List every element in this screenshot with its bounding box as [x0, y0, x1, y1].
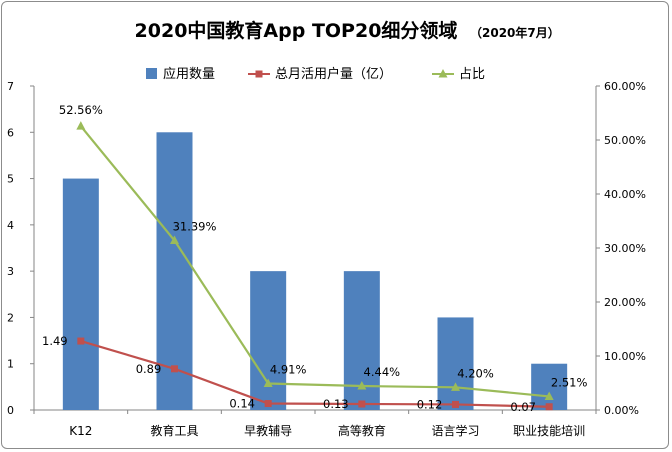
- square-marker: [171, 365, 178, 373]
- line-series: [76, 121, 554, 411]
- y-tick-label-left: 2: [7, 311, 14, 324]
- legend-label-pct: 占比: [459, 67, 485, 82]
- triangle-marker: [357, 381, 367, 390]
- y-tick-label-left: 4: [7, 219, 14, 232]
- bar: [437, 317, 474, 410]
- x-tick-label: 职业技能培训: [513, 423, 585, 438]
- square-marker: [452, 400, 459, 408]
- y-tick-label-right: 20.00%: [604, 296, 646, 309]
- y-tick-label-right: 40.00%: [604, 188, 646, 201]
- x-tick-label: 早教辅导: [244, 423, 292, 438]
- chart-title: 2020中国教育App TOP20细分领域: [135, 19, 458, 42]
- series-line: [79, 125, 550, 398]
- data-label: 1.49: [42, 334, 68, 348]
- legend-marker-pct: [438, 69, 448, 78]
- y-tick-label-right: 50.00%: [604, 134, 646, 147]
- axes: 0 1 2 3 4 5 6 7 0.00% 10.00% 20.00% 30.00% 40.00% 50.…: [7, 80, 646, 438]
- bar: [62, 178, 99, 410]
- data-label: 0.14: [229, 397, 255, 411]
- x-tick-label: 语言学习: [431, 423, 479, 438]
- data-label: 0.13: [323, 397, 349, 411]
- y-tick-label-left: 1: [7, 358, 14, 371]
- data-label: 4.91%: [270, 362, 307, 376]
- y-tick-label-left: 3: [7, 265, 14, 278]
- data-label: 52.56%: [59, 103, 103, 117]
- series-line: [80, 339, 550, 408]
- triangle-marker: [76, 121, 86, 130]
- x-tick-label: 高等教育: [338, 423, 386, 438]
- x-tick-label: K12: [69, 424, 92, 438]
- y-tick-label-right: 10.00%: [604, 350, 646, 363]
- y-tick-label-left: 0: [7, 404, 14, 417]
- legend: 应用数量 总月活用户量（亿） 占比: [146, 66, 485, 82]
- triangle-marker: [451, 382, 460, 391]
- x-tick-label: 教育工具: [150, 423, 198, 438]
- y-tick-label-left: 7: [7, 80, 14, 93]
- legend-marker-mau: [255, 70, 263, 78]
- square-marker: [545, 403, 553, 411]
- legend-label-bar: 应用数量: [163, 66, 215, 82]
- data-label: 0.07: [510, 400, 536, 414]
- y-tick-label-right: 30.00%: [604, 242, 646, 255]
- bar-series: [62, 132, 568, 411]
- legend-label-mau: 总月活用户量（亿）: [275, 66, 392, 82]
- y-tick-label-right: 0.00%: [604, 404, 639, 417]
- y-tick-label-left: 6: [7, 126, 14, 139]
- triangle-marker: [263, 378, 273, 387]
- data-label: 4.20%: [457, 366, 494, 380]
- data-label: 4.44%: [364, 365, 401, 379]
- data-label: 0.89: [136, 362, 162, 376]
- bar: [156, 132, 193, 411]
- y-tick-label-left: 5: [7, 173, 14, 186]
- square-marker: [77, 337, 85, 345]
- data-label: 2.51%: [551, 375, 588, 389]
- bar: [250, 271, 287, 410]
- data-label: 31.39%: [173, 219, 217, 233]
- square-marker: [264, 400, 272, 408]
- bar: [531, 363, 568, 410]
- data-label: 0.12: [417, 397, 443, 411]
- legend-swatch-bar: [146, 68, 157, 79]
- square-marker: [358, 400, 366, 408]
- triangle-marker: [170, 235, 179, 244]
- data-labels: 1.49 0.89 0.14 0.13 0.12 0.07 52.56% 31.39% 4.91…: [42, 103, 587, 414]
- y-tick-label-right: 60.00%: [604, 80, 646, 93]
- triangle-marker: [544, 391, 554, 400]
- chart-subtitle: （2020年7月）: [470, 25, 560, 40]
